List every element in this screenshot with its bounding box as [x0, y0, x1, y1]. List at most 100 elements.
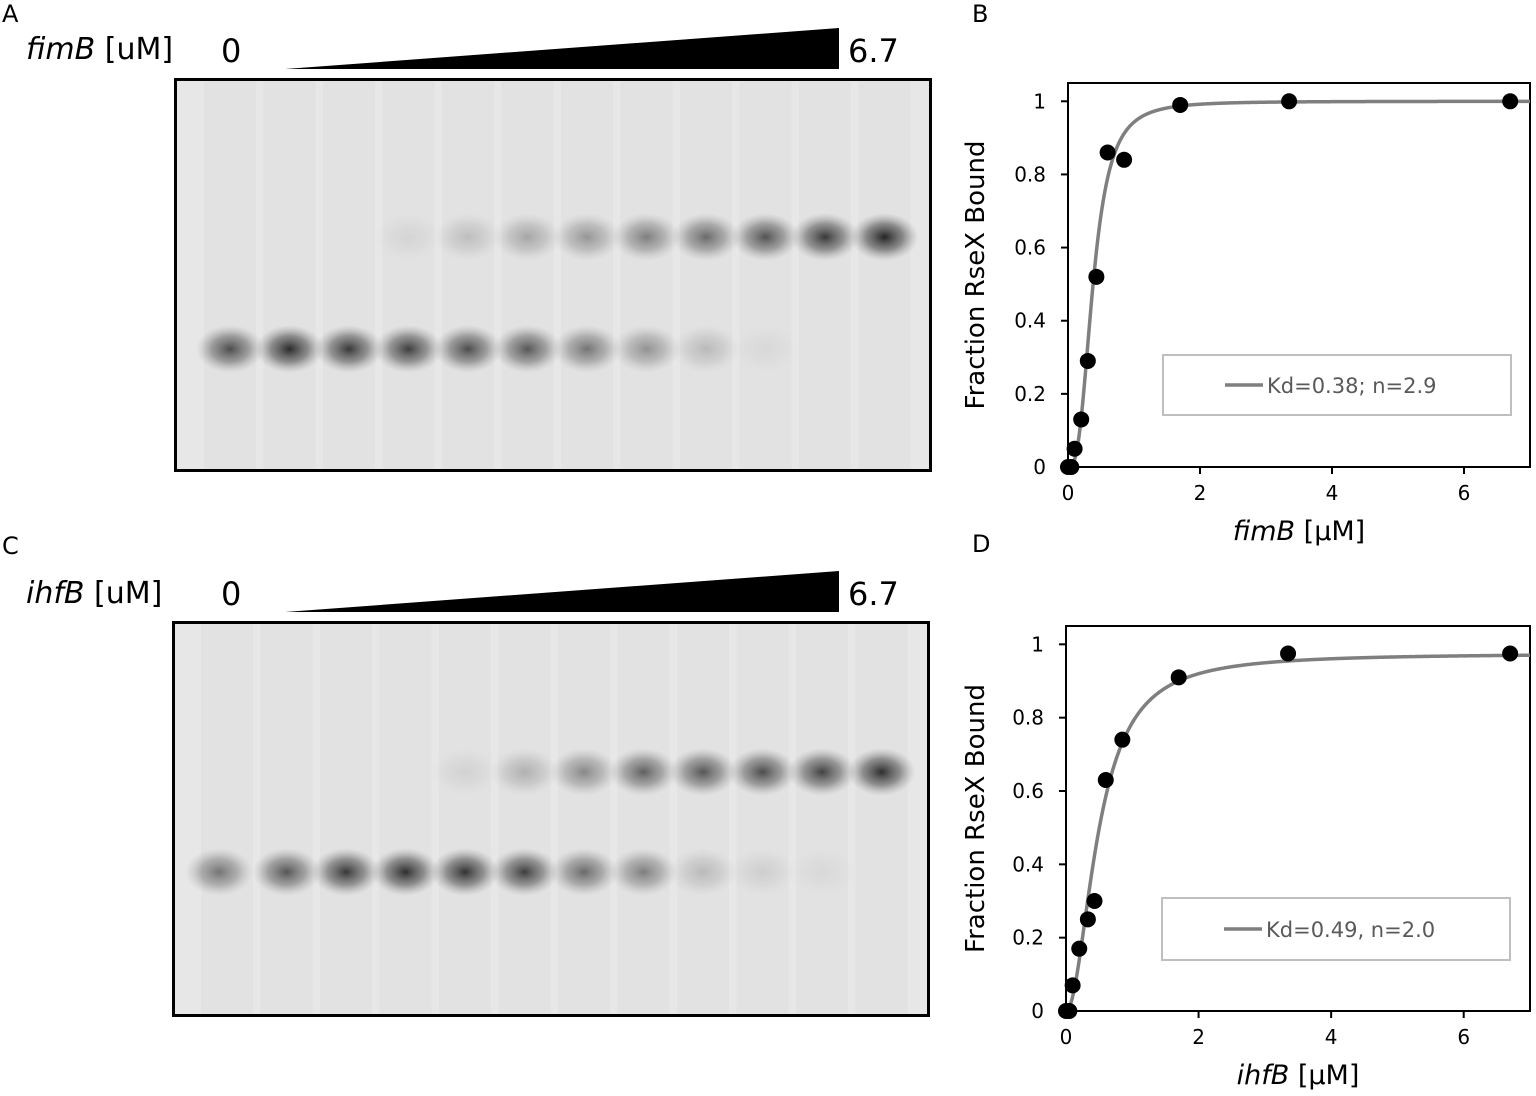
gel-a-concentration-label: fimB [uM]: [26, 32, 173, 67]
gel-c-free-band: [312, 848, 380, 896]
chart-0-fit-line: [1067, 99, 1530, 469]
gel-c-free-band: [371, 848, 440, 896]
gel-c-lane: [201, 624, 253, 1014]
gel-c-free-band: [252, 848, 321, 896]
gel-c-lane: [558, 624, 610, 1014]
gel-c-bound-band: [550, 748, 618, 796]
gel-c-free-band: [185, 848, 253, 896]
chart-1-legend-box: [1161, 897, 1511, 961]
gel-c-bound-band: [609, 748, 678, 796]
chart-0-data-point: [1063, 459, 1080, 475]
gel-c-unit: [uM]: [94, 576, 163, 611]
chart-0-data-point: [1172, 96, 1189, 113]
gel-c-free-band: [431, 848, 499, 896]
gel-a-lane: [799, 81, 851, 469]
gel-c-bound-band: [431, 748, 499, 796]
gel-c-free-band: [490, 848, 559, 896]
chart-1-y-tick-label: 0.8: [1012, 706, 1044, 730]
gel-c-free-band: [788, 848, 856, 896]
chart-0-x-axis-label: fimB [µM]: [1233, 516, 1365, 547]
chart-1-data-point: [1064, 977, 1081, 994]
gel-c-conc-low: 0: [221, 575, 242, 613]
chart-0-x-tick-label: 6: [1458, 481, 1471, 505]
panel-label-b: B: [972, 0, 989, 28]
chart-0-y-tick-label: 1: [1033, 89, 1046, 113]
gel-c-free-band: [728, 848, 797, 896]
gel-c-lane: [320, 624, 372, 1014]
panel-label-c: C: [2, 532, 19, 560]
chart-1-x-tick-label: 4: [1325, 1025, 1338, 1049]
chart-0-data-point: [1116, 151, 1133, 168]
gel-a-lane: [739, 81, 792, 469]
gel-c-bound-band: [788, 748, 856, 796]
chart-0-y-tick-label: 0.8: [1014, 162, 1046, 186]
binding-chart-d: 0 2 4 6 0 0.2 0.4 0.6 0.8 1 Fraction RseX Bound ihf…: [961, 625, 1531, 1091]
gel-c-gene-name: ihfB: [26, 576, 85, 611]
gel-c-bound-band: [490, 748, 559, 796]
gel-a-bound-band: [850, 213, 919, 261]
gel-a-bound-band: [553, 213, 621, 261]
gel-a-bound-band: [493, 213, 562, 261]
gel-a-free-band: [731, 325, 800, 373]
gel-c-concentration-label: ihfB [uM]: [26, 576, 162, 611]
gel-c-free-band: [609, 848, 678, 896]
gel-c-lane: [736, 624, 789, 1014]
gel-a-lane: [501, 81, 554, 469]
chart-0-data-point: [1281, 93, 1298, 110]
chart-0-y-tick-label: 0.2: [1014, 382, 1046, 406]
gel-c-lane: [379, 624, 432, 1014]
gel-c-lane: [855, 624, 908, 1014]
gel-a-free-band: [434, 325, 502, 373]
gel-a-bound-band: [374, 213, 443, 261]
chart-1-x-axis-label: ihfB [µM]: [1237, 1060, 1360, 1091]
gel-a-lane: [382, 81, 435, 469]
chart-0-data-point: [1079, 352, 1096, 369]
gel-a-lane: [323, 81, 375, 469]
gel-c-lane: [796, 624, 848, 1014]
gel-a-gradient-wedge: [285, 28, 839, 69]
gel-a-conc-high: 6.7: [848, 32, 899, 70]
gel-a-free-band: [612, 325, 681, 373]
gel-a-lane: [442, 81, 494, 469]
gel-a-bound-band: [731, 213, 800, 261]
chart-1-y-tick-label: 0.4: [1012, 852, 1044, 876]
gel-c-lane: [617, 624, 670, 1014]
gel-a-bound-band: [791, 213, 859, 261]
panel-label-a: A: [2, 0, 19, 28]
chart-0-x-tick-label: 2: [1194, 481, 1207, 505]
chart-1-y-tick-label: 0.6: [1012, 779, 1044, 803]
chart-0-data-point: [1502, 93, 1519, 110]
gel-a-free-band: [493, 325, 562, 373]
gel-c-lane: [260, 624, 313, 1014]
gel-c-bound-band: [847, 748, 916, 796]
gel-a-bound-band: [612, 213, 681, 261]
chart-1-data-point: [1071, 940, 1088, 957]
panel-label-d: D: [972, 530, 991, 558]
gel-image-a: [174, 78, 932, 472]
gel-image-c: [172, 621, 930, 1017]
gel-c-bound-band: [669, 748, 737, 796]
gel-a-bound-band: [672, 213, 740, 261]
chart-0-legend-text: Kd=0.38; n=2.9: [1267, 374, 1437, 398]
gel-c-bound-band: [728, 748, 797, 796]
gel-a-lane: [204, 81, 256, 469]
chart-1-data-point: [1170, 669, 1187, 686]
gel-a-lane: [561, 81, 613, 469]
chart-1-y-tick-label: 0.2: [1012, 926, 1044, 950]
chart-1-x-tick-label: 6: [1457, 1025, 1470, 1049]
gel-a-lane: [858, 81, 911, 469]
chart-1-fit-line: [1065, 653, 1531, 1013]
chart-1-legend-text: Kd=0.49, n=2.0: [1266, 918, 1435, 942]
chart-1-plot-frame: [1065, 625, 1531, 1012]
chart-1-x-tick-label: 0: [1060, 1025, 1073, 1049]
chart-1-data-point: [1097, 772, 1114, 788]
chart-1-y-tick-label: 1: [1031, 632, 1044, 656]
gel-c-conc-high: 6.7: [848, 575, 899, 613]
chart-0-x-tick-label: 0: [1062, 481, 1075, 505]
chart-1-y-tick-label: 0: [1031, 999, 1044, 1023]
chart-1-data-point: [1280, 645, 1297, 662]
chart-0-x-tick-label: 4: [1326, 481, 1339, 505]
gel-a-lane: [263, 81, 316, 469]
gel-c-free-band: [550, 848, 618, 896]
gel-c-gradient-wedge: [285, 571, 839, 612]
